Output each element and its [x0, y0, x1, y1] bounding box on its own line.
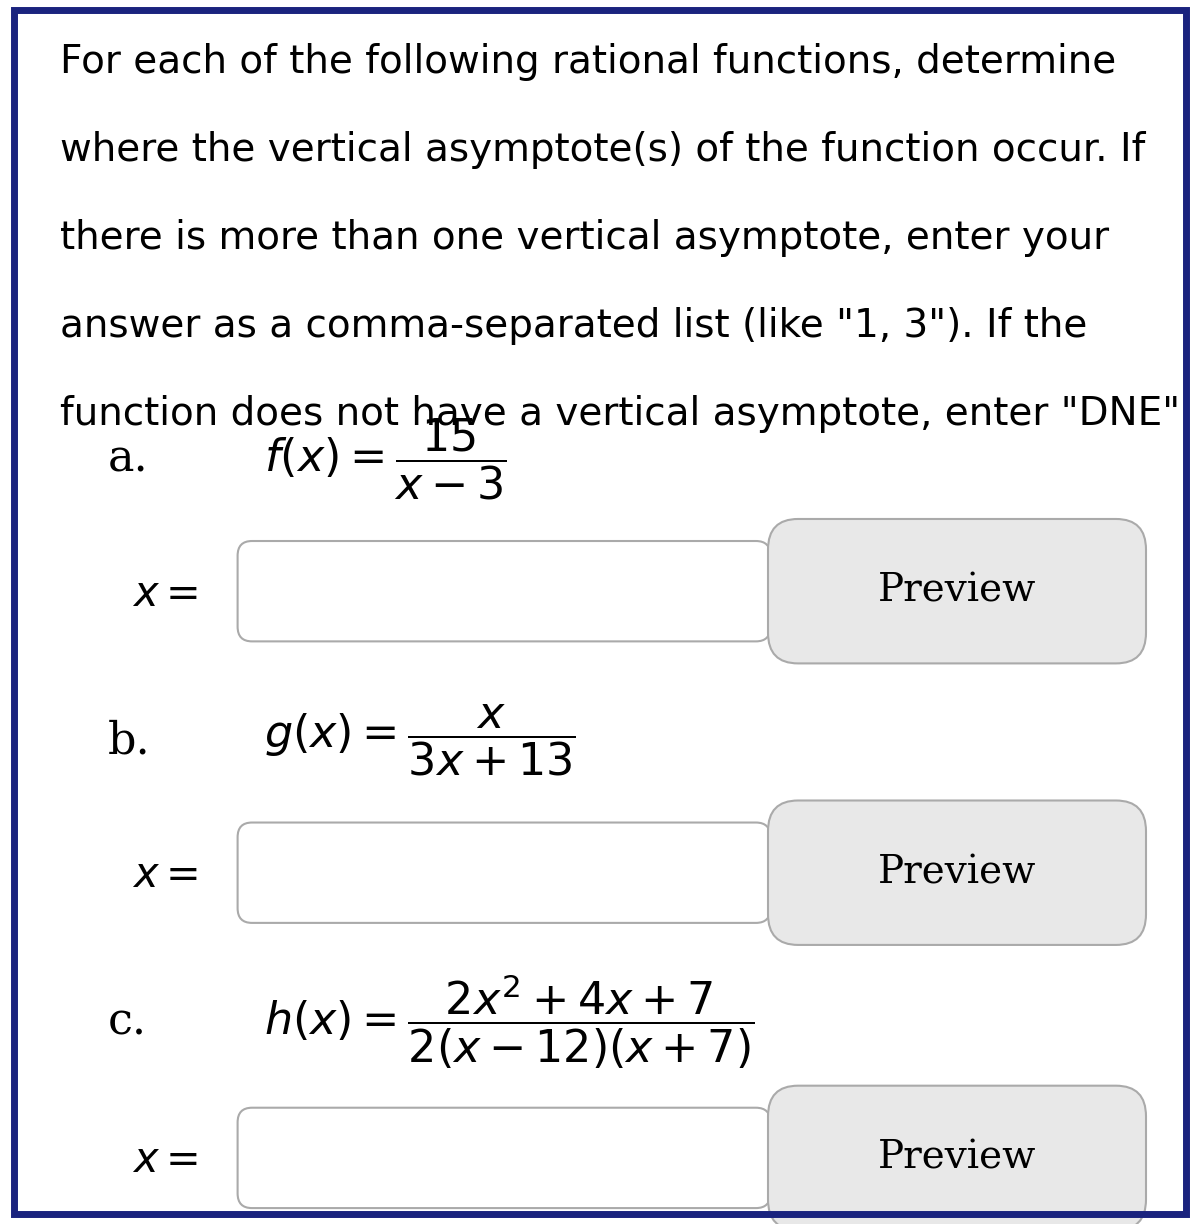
FancyBboxPatch shape [768, 800, 1146, 945]
FancyBboxPatch shape [768, 1086, 1146, 1224]
FancyBboxPatch shape [238, 823, 770, 923]
FancyBboxPatch shape [238, 1108, 770, 1208]
Text: function does not have a vertical asymptote, enter "DNE".: function does not have a vertical asympt… [60, 395, 1193, 433]
Text: answer as a comma-separated list (like "1, 3"). If the: answer as a comma-separated list (like "… [60, 307, 1087, 345]
Text: $g(x) = \dfrac{x}{3x + 13}$: $g(x) = \dfrac{x}{3x + 13}$ [264, 703, 576, 778]
Text: For each of the following rational functions, determine: For each of the following rational funct… [60, 43, 1116, 81]
Text: $h(x) = \dfrac{2x^2 + 4x + 7}{2(x - 12)(x + 7)}$: $h(x) = \dfrac{2x^2 + 4x + 7}{2(x - 12)(… [264, 973, 755, 1071]
Text: Preview: Preview [878, 1140, 1036, 1176]
Text: c.: c. [108, 1000, 148, 1044]
Text: $f(x) = \dfrac{15}{x - 3}$: $f(x) = \dfrac{15}{x - 3}$ [264, 416, 506, 502]
Text: Preview: Preview [878, 573, 1036, 610]
FancyBboxPatch shape [238, 541, 770, 641]
Text: a.: a. [108, 437, 149, 481]
Text: where the vertical asymptote(s) of the function occur. If: where the vertical asymptote(s) of the f… [60, 131, 1145, 169]
Text: there is more than one vertical asymptote, enter your: there is more than one vertical asymptot… [60, 219, 1109, 257]
FancyBboxPatch shape [768, 519, 1146, 663]
Text: Preview: Preview [878, 854, 1036, 891]
Text: b.: b. [108, 718, 151, 763]
Text: $x =$: $x =$ [132, 854, 198, 896]
Text: $x =$: $x =$ [132, 1140, 198, 1181]
Text: $x =$: $x =$ [132, 573, 198, 614]
